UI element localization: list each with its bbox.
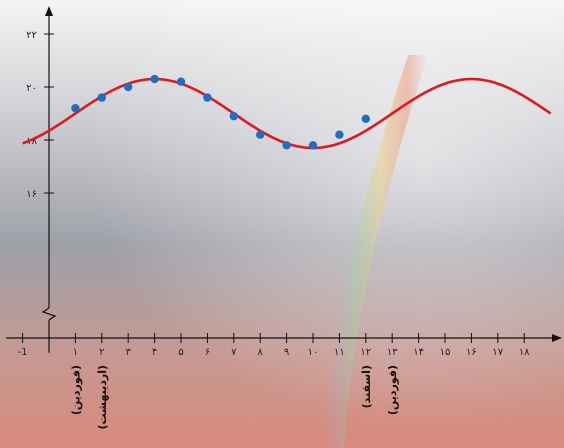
x-tick-label: ۱۸	[519, 347, 530, 358]
y-tick-label: ۱۸	[26, 136, 37, 147]
y-axis-break	[41, 307, 57, 321]
x-tick-label: ۱	[73, 347, 78, 358]
month-label: (اسفند)	[360, 365, 373, 408]
rainbow	[322, 55, 428, 448]
month-label: (اردیبهشت)	[96, 365, 109, 430]
x-tick-label: ۱۴	[413, 347, 424, 358]
x-tick-label: ۱۳	[387, 347, 398, 358]
x-tick-label: ۱۲	[360, 347, 371, 358]
x-tick-label: ۱۱	[334, 347, 345, 358]
y-tick-label: ۲۰	[26, 83, 37, 94]
axes	[6, 6, 562, 352]
data-point	[176, 77, 186, 86]
data-point	[308, 141, 318, 150]
x-tick-label: ۱۵	[440, 347, 451, 358]
data-point	[71, 104, 80, 113]
y-tick-label: ۱۶	[26, 189, 37, 200]
data-point	[150, 74, 159, 84]
x-tick-label: ۱۰	[308, 347, 319, 358]
x-tick-label: ۶	[205, 347, 210, 358]
x-tick-label: ۱۶	[466, 347, 477, 358]
x-tick-label: ۵	[178, 347, 183, 358]
x-tick-label: -1	[18, 347, 28, 358]
x-tick-label: ۲	[99, 347, 104, 358]
x-tick-label: ۰	[46, 347, 51, 358]
data-point	[282, 141, 291, 150]
y-tick-label: ۲۲	[26, 30, 37, 41]
data-point	[335, 130, 344, 139]
x-axis-ticks: -1 ۰ ۱ ۲ ۳ ۴ ۵ ۶ ۷ ۸ ۹ ۱۰ ۱۱ ۱۲ ۱۳ ۱۴ ۱۵ ۱۶ ۱۷ ۱۸	[18, 333, 530, 358]
data-point	[256, 130, 265, 139]
data-point	[361, 114, 370, 124]
x-tick-label: ۸	[258, 347, 264, 358]
x-tick-label: ۷	[231, 347, 237, 358]
x-tick-label: ۳	[126, 347, 132, 358]
month-labels: (فوردین) (اردیبهشت) (اسفند) (فوردین)	[69, 365, 399, 430]
y-axis-ticks: ۱۶ ۱۸ ۲۰ ۲۲	[26, 30, 54, 200]
month-label: (فوردین)	[386, 365, 399, 415]
points-layer	[71, 74, 370, 150]
x-tick-label: ۱۷	[492, 347, 503, 358]
y-axis-arrow	[45, 6, 53, 16]
data-point	[97, 93, 107, 102]
x-tick-label: ۴	[152, 347, 157, 358]
data-point	[124, 82, 133, 92]
x-axis-arrow	[552, 334, 562, 342]
x-tick-label: ۹	[284, 347, 289, 358]
data-point	[229, 111, 238, 121]
data-point	[203, 93, 212, 102]
month-label: (فوردین)	[69, 365, 82, 415]
